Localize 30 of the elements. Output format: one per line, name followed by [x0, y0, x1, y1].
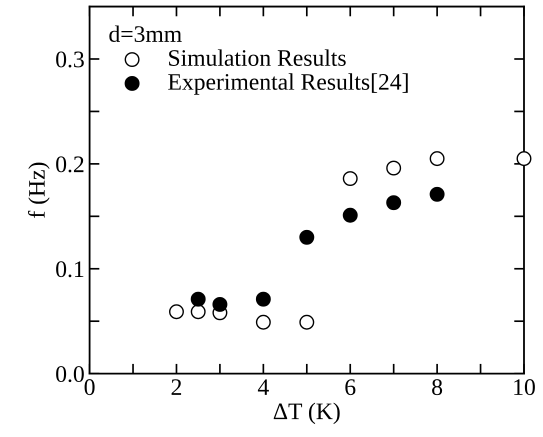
point: [430, 151, 445, 166]
point: [169, 304, 184, 320]
x-axis-title: ΔT (K): [274, 402, 340, 424]
x-tick-label: 10: [514, 379, 535, 396]
y-tick-label: 0.0: [56, 366, 84, 382]
x-tick-label: 6: [345, 379, 356, 396]
legend-label: Simulation Results: [169, 49, 346, 66]
point: [299, 314, 314, 330]
legend-title: d=3mm: [109, 25, 182, 42]
x-tick-label: 4: [258, 379, 269, 395]
point: [190, 304, 206, 320]
point: [386, 160, 402, 176]
point: [190, 292, 206, 307]
x-tick-label: 8: [432, 379, 442, 396]
legend-label: Experimental Results[24]: [168, 73, 408, 95]
point: [430, 186, 445, 202]
y-tick-label: 0.1: [56, 261, 84, 278]
point: [299, 230, 314, 245]
point: [386, 195, 402, 210]
point: [342, 208, 358, 223]
point: [212, 296, 228, 312]
point: [256, 314, 271, 330]
y-tick-label: 0.2: [56, 156, 84, 172]
x-tick-label: 2: [172, 379, 182, 395]
point: [342, 171, 358, 186]
point: [516, 151, 532, 166]
y-axis-title: f (Hz): [28, 162, 50, 218]
point: [256, 292, 271, 307]
y-tick-label: 0.3: [56, 51, 84, 68]
x-tick-label: 0: [84, 379, 95, 396]
